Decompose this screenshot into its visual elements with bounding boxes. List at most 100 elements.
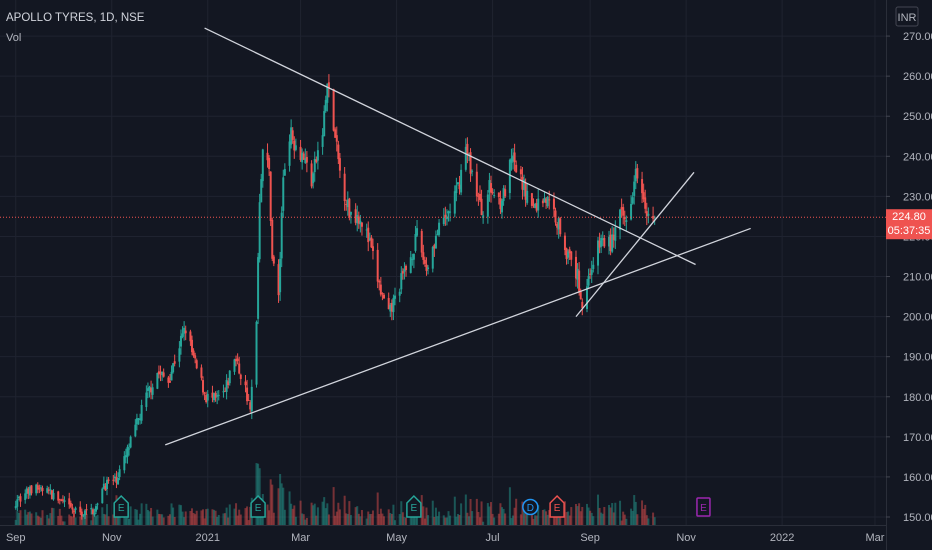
volume-bar (326, 503, 329, 525)
volume-bar (310, 502, 313, 525)
price-tick-label: 270.00 (903, 31, 932, 43)
candle-body (47, 489, 50, 491)
volume-bar (206, 508, 209, 525)
volume-bar (601, 513, 604, 525)
candle-body (475, 171, 478, 197)
volume-bar (623, 514, 626, 525)
volume-bar (102, 513, 105, 525)
volume-bar (47, 518, 50, 525)
candle-body (257, 257, 260, 319)
volume-bar (625, 518, 628, 525)
event-marker-earnings-negative[interactable]: E (549, 494, 565, 518)
volume-bar (312, 505, 315, 525)
candle-body (556, 223, 559, 228)
volume-bar (291, 508, 294, 525)
candle-body (194, 355, 197, 359)
volume-bar (162, 517, 165, 525)
volume-bar (633, 495, 636, 525)
volume-bar (548, 510, 551, 525)
volume-bar (246, 506, 249, 525)
volume-bar (184, 511, 187, 525)
volume-bar (574, 504, 577, 525)
volume-bar (79, 516, 82, 525)
volume-bar (269, 479, 272, 525)
candle-body (255, 321, 258, 385)
volume-bar (290, 503, 293, 525)
currency-button[interactable]: INR (895, 6, 919, 27)
candle-body (79, 506, 82, 513)
volume-bar (135, 509, 138, 525)
candle-body (444, 214, 447, 218)
volume-bar (449, 515, 452, 525)
candle-body (183, 327, 186, 334)
candle-body (458, 184, 461, 190)
volume-bar (579, 511, 582, 525)
volume-bar (112, 514, 115, 525)
candle-body (35, 484, 38, 494)
candle-body (167, 377, 170, 383)
volume-bar (96, 514, 99, 525)
time-tick-label: Jul (486, 532, 500, 544)
event-marker-dividend[interactable]: D (522, 498, 539, 516)
volume-bar (315, 515, 318, 525)
candle-body (337, 144, 340, 160)
volume-bar (647, 518, 650, 525)
volume-bar (268, 510, 271, 525)
candle-body (359, 220, 362, 225)
candle-body (192, 350, 195, 356)
candle-body (565, 248, 568, 259)
candle-body (630, 203, 633, 220)
candle-body (195, 360, 198, 369)
event-marker-earnings[interactable]: E (250, 494, 266, 518)
candle-body (91, 509, 94, 515)
candle-body (238, 363, 241, 374)
event-marker-earnings-upcoming[interactable]: E (696, 497, 711, 517)
volume-bar (405, 517, 408, 525)
candle-body (216, 395, 219, 397)
candle-body (349, 211, 352, 215)
event-marker-earnings[interactable]: E (113, 494, 129, 518)
candle-body (117, 477, 120, 485)
volume-bar (49, 513, 52, 525)
candle-body (345, 204, 348, 206)
volume-bar (608, 504, 611, 525)
candle-body (151, 387, 154, 395)
candle-body (178, 348, 181, 362)
candle-body (124, 455, 127, 458)
candle-body (266, 152, 269, 161)
earnings-marker-icon (696, 497, 711, 517)
volume-bar (71, 516, 74, 525)
volume-bar (46, 514, 49, 525)
candle-body (644, 197, 647, 209)
volume-bar (392, 504, 395, 525)
candle-body (519, 169, 522, 175)
candle-body (416, 228, 419, 236)
volume-bar (39, 517, 42, 525)
candle-body (68, 498, 71, 505)
candle-body (597, 240, 600, 266)
earnings-marker-icon (406, 494, 422, 518)
trendlines[interactable] (165, 27, 751, 446)
candle-body (412, 253, 415, 260)
bar-countdown: 05:37:35 (888, 225, 931, 237)
volume-bar (620, 520, 623, 525)
volume-bar (323, 497, 326, 525)
candle-body (49, 489, 52, 491)
volume-bar (104, 514, 107, 525)
candle-body (326, 83, 329, 103)
candle-body (598, 240, 601, 248)
volume-bar (381, 513, 384, 525)
time-axis[interactable]: Sep Nov 2021 Mar May Jul Sep Nov 2022 Mar (0, 525, 886, 545)
candle-body (90, 508, 93, 510)
candle-body (502, 188, 505, 202)
volume-bar (475, 498, 478, 525)
candle-body (368, 238, 371, 240)
volume-bar (24, 509, 27, 525)
price-axis[interactable]: 150.00 160.00 170.00 180.00 190.00 200.00 210.… (886, 0, 932, 550)
event-marker-earnings[interactable]: E (406, 494, 422, 518)
candle-body (310, 163, 313, 187)
volume-bar (213, 509, 216, 525)
candle-body (398, 291, 401, 296)
